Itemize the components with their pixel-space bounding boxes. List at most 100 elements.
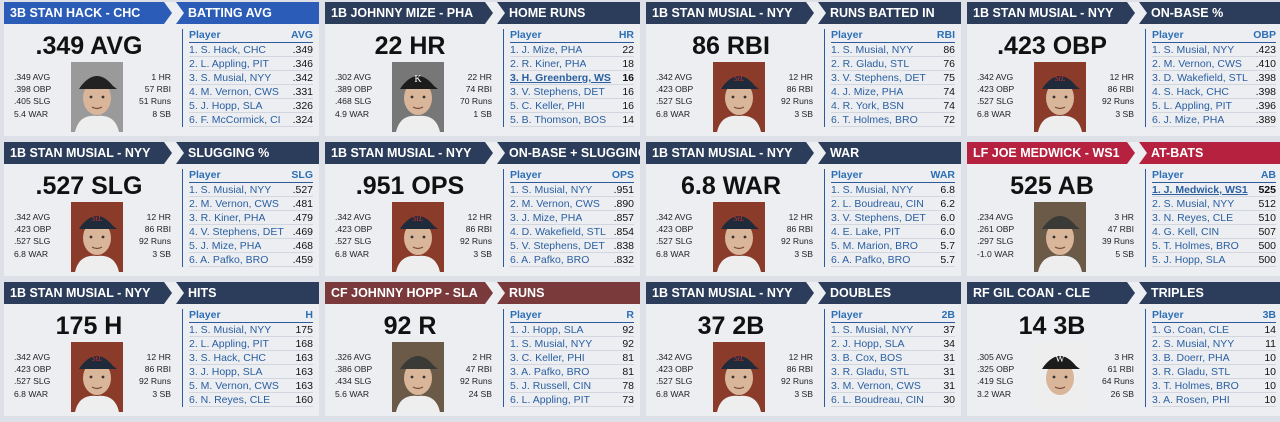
player-link[interactable]: 3. J. Hopp, SLA xyxy=(189,366,263,378)
table-row[interactable]: 2. L. Boudreau, CIN 6.2 xyxy=(831,197,955,211)
player-link[interactable]: 1. J. Hopp, SLA xyxy=(510,324,584,336)
player-link[interactable]: 6. L. Appling, PIT xyxy=(510,394,590,406)
table-row[interactable]: 3. V. Stephens, DET 75 xyxy=(831,71,955,85)
player-link[interactable]: 1. S. Hack, CHC xyxy=(189,44,267,56)
leader-card[interactable]: 1B STAN MUSIAL - NYY SLUGGING % .527 SLG St… xyxy=(4,142,319,276)
table-row[interactable]: 5. B. Thomson, BOS 14 xyxy=(510,113,634,127)
player-link[interactable]: 5. T. Holmes, BRO xyxy=(1152,240,1239,252)
player-link[interactable]: 1. S. Musial, NYY xyxy=(831,44,914,56)
table-row[interactable]: 3. B. Cox, BOS 31 xyxy=(831,351,955,365)
player-link[interactable]: 5. B. Thomson, BOS xyxy=(510,114,607,126)
table-row[interactable]: 5. J. Hopp, SLA .326 xyxy=(189,99,313,113)
table-row[interactable]: 1. S. Musial, NYY 37 xyxy=(831,323,955,337)
table-row[interactable]: 6. T. Holmes, BRO 72 xyxy=(831,113,955,127)
table-row[interactable]: 1. G. Coan, CLE 14 xyxy=(1152,323,1276,337)
player-link[interactable]: 3. N. Reyes, CLE xyxy=(1152,212,1234,224)
leader-card[interactable]: 1B STAN MUSIAL - NYY ON-BASE + SLUGGING .9… xyxy=(325,142,640,276)
table-row[interactable]: 5. L. Appling, PIT .396 xyxy=(1152,99,1276,113)
table-row[interactable]: 1. S. Musial, NYY .423 xyxy=(1152,43,1276,57)
player-link[interactable]: 1. S. Musial, NYY xyxy=(831,324,914,336)
player-link[interactable]: 1. J. Mize, PHA xyxy=(510,44,583,56)
player-link[interactable]: 3. B. Doerr, PHA xyxy=(1152,352,1230,364)
player-link[interactable]: 6. A. Pafko, BRO xyxy=(831,254,911,266)
player-link[interactable]: 2. L. Boudreau, CIN xyxy=(831,198,924,210)
table-row[interactable]: 5. J. Russell, CIN 78 xyxy=(510,379,634,393)
player-link[interactable]: 1. S. Musial, NYY xyxy=(189,184,272,196)
table-row[interactable]: 6. L. Appling, PIT 73 xyxy=(510,393,634,407)
table-row[interactable]: 2. S. Musial, NYY 11 xyxy=(1152,337,1276,351)
table-row[interactable]: 3. J. Hopp, SLA 163 xyxy=(189,365,313,379)
player-link[interactable]: 4. J. Mize, PHA xyxy=(831,86,904,98)
player-link[interactable]: 4. D. Wakefield, STL xyxy=(510,226,606,238)
table-row[interactable]: 2. L. Appling, PIT .346 xyxy=(189,57,313,71)
table-row[interactable]: 1. S. Musial, NYY 92 xyxy=(510,337,634,351)
player-link[interactable]: 6. A. Pafko, BRO xyxy=(510,254,590,266)
player-link[interactable]: 2. R. Kiner, PHA xyxy=(510,58,587,70)
table-row[interactable]: 3. C. Keller, PHI 81 xyxy=(510,351,634,365)
table-row[interactable]: 5. C. Keller, PHI 16 xyxy=(510,99,634,113)
player-link[interactable]: 1. S. Musial, NYY xyxy=(831,184,914,196)
leader-card[interactable]: 1B STAN MUSIAL - NYY DOUBLES 37 2B StL .342 … xyxy=(646,282,961,416)
player-link[interactable]: 3. S. Musial, NYY xyxy=(189,72,272,84)
table-row[interactable]: 3. A. Pafko, BRO 81 xyxy=(510,365,634,379)
player-link[interactable]: 3. D. Wakefield, STL xyxy=(1152,72,1248,84)
player-link[interactable]: 4. G. Kell, CIN xyxy=(1152,226,1220,238)
player-link[interactable]: 4. R. York, BSN xyxy=(831,100,904,112)
player-link[interactable]: 5. J. Hopp, SLA xyxy=(1152,254,1226,266)
player-link[interactable]: 1. S. Musial, NYY xyxy=(1152,44,1235,56)
player-link[interactable]: 3. J. Mize, PHA xyxy=(510,212,583,224)
table-row[interactable]: 5. T. Holmes, BRO 500 xyxy=(1152,239,1276,253)
table-row[interactable]: 4. E. Lake, PIT 6.0 xyxy=(831,225,955,239)
table-row[interactable]: 6. F. McCormick, CI .324 xyxy=(189,113,313,127)
table-row[interactable]: 3. D. Wakefield, STL .398 xyxy=(1152,71,1276,85)
table-row[interactable]: 6. A. Pafko, BRO .459 xyxy=(189,253,313,267)
player-link[interactable]: 6. J. Mize, PHA xyxy=(1152,114,1225,126)
player-link[interactable]: 5. M. Vernon, CWS xyxy=(189,380,279,392)
table-row[interactable]: 4. V. Stephens, DET .469 xyxy=(189,225,313,239)
table-row[interactable]: 3. S. Musial, NYY .342 xyxy=(189,71,313,85)
player-link[interactable]: 2. M. Vernon, CWS xyxy=(510,198,600,210)
player-link[interactable]: 3. R. Gladu, STL xyxy=(1152,366,1231,378)
table-row[interactable]: 3. B. Doerr, PHA 10 xyxy=(1152,351,1276,365)
player-link[interactable]: 5. V. Stephens, DET xyxy=(510,240,605,252)
leader-card[interactable]: 1B STAN MUSIAL - NYY WAR 6.8 WAR StL .342 AV… xyxy=(646,142,961,276)
player-link[interactable]: 4. E. Lake, PIT xyxy=(831,226,901,238)
table-row[interactable]: 2. M. Vernon, CWS .481 xyxy=(189,197,313,211)
table-row[interactable]: 3. R. Kiner, PHA .479 xyxy=(189,211,313,225)
table-row[interactable]: 5. V. Stephens, DET .838 xyxy=(510,239,634,253)
table-row[interactable]: 4. G. Kell, CIN 507 xyxy=(1152,225,1276,239)
table-row[interactable]: 1. S. Musial, NYY 175 xyxy=(189,323,313,337)
player-link[interactable]: 3. S. Hack, CHC xyxy=(189,352,267,364)
player-link[interactable]: 3. V. Stephens, DET xyxy=(831,212,926,224)
table-row[interactable]: 3. N. Reyes, CLE 510 xyxy=(1152,211,1276,225)
player-link[interactable]: 2. L. Appling, PIT xyxy=(189,338,269,350)
player-link[interactable]: 5. L. Appling, PIT xyxy=(1152,100,1232,112)
table-row[interactable]: 1. J. Hopp, SLA 92 xyxy=(510,323,634,337)
leader-card[interactable]: 1B JOHNNY MIZE - PHA HOME RUNS 22 HR K .302 … xyxy=(325,2,640,136)
player-link[interactable]: 5. J. Russell, CIN xyxy=(510,380,592,392)
table-row[interactable]: 1. S. Musial, NYY 6.8 xyxy=(831,183,955,197)
player-link[interactable]: 2. M. Vernon, CWS xyxy=(1152,58,1242,70)
table-row[interactable]: 3. R. Gladu, STL 10 xyxy=(1152,365,1276,379)
table-row[interactable]: 3. T. Holmes, BRO 10 xyxy=(1152,379,1276,393)
player-link[interactable]: 2. M. Vernon, CWS xyxy=(189,198,279,210)
player-link[interactable]: 3. M. Vernon, CWS xyxy=(831,380,921,392)
table-row[interactable]: 5. M. Vernon, CWS 163 xyxy=(189,379,313,393)
table-row[interactable]: 6. L. Boudreau, CIN 30 xyxy=(831,393,955,407)
player-link[interactable]: 3. R. Gladu, STL xyxy=(831,366,910,378)
player-link[interactable]: 3. C. Keller, PHI xyxy=(510,352,585,364)
table-row[interactable]: 3. H. Greenberg, WS 16 xyxy=(510,71,634,85)
table-row[interactable]: 4. S. Hack, CHC .398 xyxy=(1152,85,1276,99)
player-link[interactable]: 3. A. Pafko, BRO xyxy=(510,366,590,378)
player-link[interactable]: 4. S. Hack, CHC xyxy=(1152,86,1230,98)
table-row[interactable]: 3. S. Hack, CHC 163 xyxy=(189,351,313,365)
table-row[interactable]: 3. A. Rosen, PHI 10 xyxy=(1152,393,1276,407)
table-row[interactable]: 2. M. Vernon, CWS .890 xyxy=(510,197,634,211)
table-row[interactable]: 1. S. Hack, CHC .349 xyxy=(189,43,313,57)
table-row[interactable]: 6. J. Mize, PHA .389 xyxy=(1152,113,1276,127)
leader-card[interactable]: 1B STAN MUSIAL - NYY HITS 175 H StL .342 AVG… xyxy=(4,282,319,416)
table-row[interactable]: 1. S. Musial, NYY .951 xyxy=(510,183,634,197)
player-link[interactable]: 6. A. Pafko, BRO xyxy=(189,254,269,266)
player-link[interactable]: 4. V. Stephens, DET xyxy=(189,226,284,238)
leader-card[interactable]: 1B STAN MUSIAL - NYY ON-BASE % .423 OBP StL… xyxy=(967,2,1280,136)
